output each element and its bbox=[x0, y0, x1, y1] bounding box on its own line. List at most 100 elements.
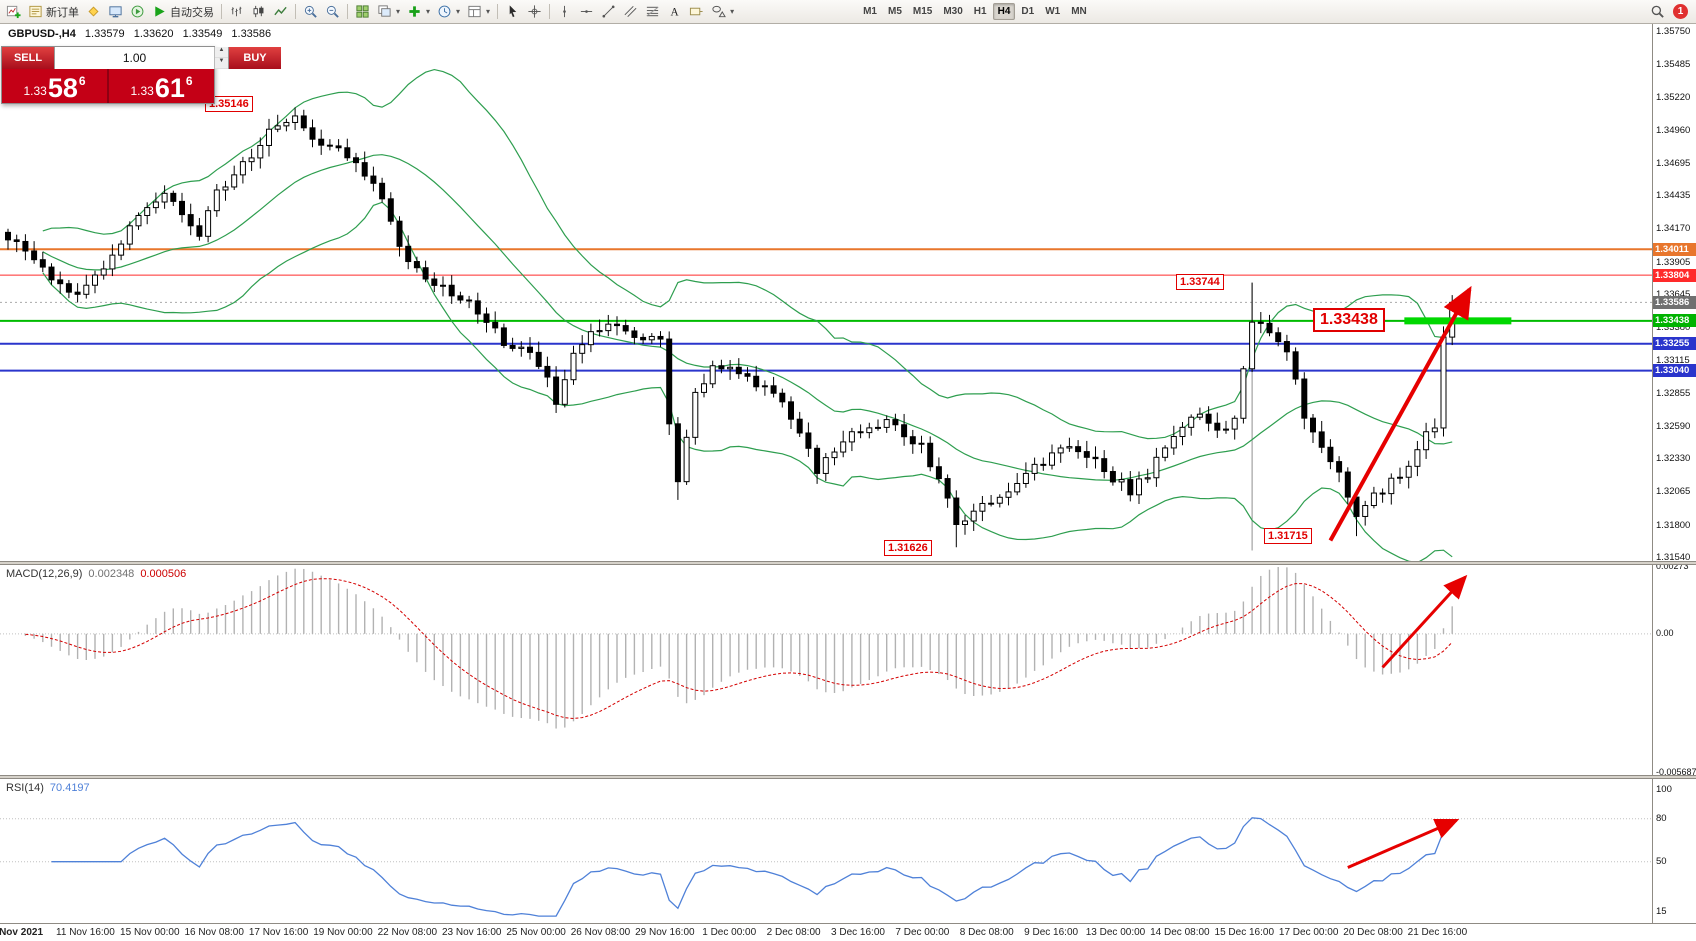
price-divider bbox=[107, 69, 109, 103]
vertical-line-button[interactable] bbox=[554, 2, 575, 22]
vline-icon bbox=[557, 4, 572, 19]
buy-price-big: 61 bbox=[154, 73, 185, 103]
time-axis[interactable]: Nov 2021 11 Nov 16:00 15 Nov 00:00 16 Nov 0… bbox=[0, 923, 1696, 941]
hline-icon bbox=[579, 4, 594, 19]
macd-scale-label: 0.00273 bbox=[1656, 561, 1689, 571]
rsi-panel[interactable] bbox=[0, 779, 1652, 923]
tester-icon bbox=[130, 4, 145, 19]
shapes-button[interactable]: ▾ bbox=[708, 2, 737, 22]
time-label: 1 Dec 00:00 bbox=[702, 927, 757, 938]
sell-button[interactable]: SELL bbox=[2, 47, 54, 69]
low-value: 1.33549 bbox=[182, 28, 223, 40]
toolbar-separator bbox=[497, 4, 499, 19]
timeframe-m15-button[interactable]: M15 bbox=[912, 6, 933, 17]
candlestick-chart-button[interactable] bbox=[248, 2, 269, 22]
timeframe-h1-button[interactable]: H1 bbox=[973, 6, 987, 17]
buy-price-pip: 6 bbox=[185, 74, 193, 88]
new-order-button[interactable]: 新订单 bbox=[25, 2, 82, 22]
metaeditor-button[interactable] bbox=[83, 2, 104, 22]
trendline-button[interactable] bbox=[598, 2, 619, 22]
chart-price-annotation[interactable]: 1.31626 bbox=[884, 540, 932, 556]
macd-label: MACD(12,26,9) 0.002348 0.000506 bbox=[6, 568, 186, 580]
price-tick: 1.32330 bbox=[1656, 453, 1691, 465]
timeframe-m1-button[interactable]: M1 bbox=[863, 6, 877, 17]
price-tick: 1.34170 bbox=[1656, 223, 1691, 235]
timeframe-mn-button[interactable]: MN bbox=[1071, 6, 1087, 17]
price-tag: 1.33438 bbox=[1653, 314, 1696, 328]
timeframe-w1-button[interactable]: W1 bbox=[1045, 6, 1061, 17]
price-scale[interactable]: 1.35750 1.35485 1.35220 1.34960 1.34695 1.344… bbox=[1652, 24, 1696, 923]
chart-price-annotation[interactable]: 1.31715 bbox=[1264, 528, 1312, 544]
buy-price[interactable]: 1.33 61 6 bbox=[109, 69, 214, 103]
text-a-icon: A bbox=[667, 4, 682, 19]
indicators-button[interactable]: ▾ bbox=[404, 2, 433, 22]
svg-text:A: A bbox=[671, 7, 680, 19]
cursor-button[interactable] bbox=[502, 2, 523, 22]
notification-badge[interactable]: 1 bbox=[1673, 4, 1688, 19]
search-icon[interactable] bbox=[1647, 2, 1668, 22]
line-chart-button[interactable] bbox=[270, 2, 291, 22]
macd-panel[interactable] bbox=[0, 565, 1652, 775]
toolbar-separator bbox=[295, 4, 296, 19]
chart-price-annotation[interactable]: 1.33744 bbox=[1176, 274, 1224, 290]
templates-button[interactable]: ▾ bbox=[464, 2, 493, 22]
price-tick: 1.31540 bbox=[1656, 552, 1691, 563]
chart-price-annotation[interactable]: 1.35146 bbox=[205, 96, 253, 112]
shapes-icon bbox=[711, 4, 726, 19]
price-tick: 1.34695 bbox=[1656, 157, 1691, 169]
time-label: 14 Dec 08:00 bbox=[1150, 927, 1210, 938]
panel-splitter[interactable] bbox=[0, 561, 1696, 565]
panel-splitter[interactable] bbox=[0, 775, 1696, 779]
price-tick: 1.32855 bbox=[1656, 387, 1691, 399]
zoom-out-button[interactable] bbox=[322, 2, 343, 22]
timeframe-m30-button[interactable]: M30 bbox=[943, 6, 963, 17]
zoom-in-icon bbox=[303, 4, 318, 19]
price-tag: 1.33586 bbox=[1653, 295, 1696, 309]
chevron-down-icon[interactable]: ▾ bbox=[730, 7, 735, 16]
timeframe-h4-button[interactable]: H4 bbox=[992, 3, 1016, 20]
arrange-icon bbox=[377, 4, 392, 19]
autotrading-button[interactable]: 自动交易 bbox=[149, 2, 217, 22]
chevron-down-icon[interactable]: ▾ bbox=[396, 7, 401, 16]
close-value: 1.33586 bbox=[231, 28, 272, 40]
price-tick: 1.32065 bbox=[1656, 486, 1691, 498]
timeframe-group: M1 M5 M15 M30 H1 H4 D1 W1 MN bbox=[858, 3, 1092, 20]
timeframe-m5-button[interactable]: M5 bbox=[887, 6, 902, 17]
chevron-down-icon[interactable]: ▾ bbox=[456, 7, 461, 16]
trend-arrow bbox=[1328, 285, 1472, 542]
symbol-period-label: GBPUSD-,H4 bbox=[8, 28, 76, 40]
rsi-line bbox=[51, 817, 1453, 917]
volume-input[interactable] bbox=[55, 47, 214, 69]
chart-price-annotation[interactable]: 1.33438 bbox=[1313, 308, 1385, 332]
chart-ohlc-header: GBPUSD-,H4 1.33579 1.33620 1.33549 1.335… bbox=[8, 28, 271, 40]
text-label-button[interactable] bbox=[686, 2, 707, 22]
crosshair-icon bbox=[527, 4, 542, 19]
market-watch-button[interactable] bbox=[105, 2, 126, 22]
main-toolbar: 新订单 自动交易 ▾ ▾ ▾ ▾ A ▾ M1 M5 M15 M30 H1 H4 D1 W1 MN 1 bbox=[0, 0, 1696, 24]
text-button[interactable]: A bbox=[664, 2, 685, 22]
zoom-in-button[interactable] bbox=[300, 2, 321, 22]
arrange-windows-button[interactable]: ▾ bbox=[374, 2, 403, 22]
chevron-down-icon[interactable]: ▾ bbox=[486, 7, 491, 16]
fibonacci-button[interactable] bbox=[642, 2, 663, 22]
buy-button[interactable]: BUY bbox=[229, 47, 281, 69]
one-click-trading-panel: SELL ▲ ▼ BUY 1.33 58 6 1.33 bbox=[1, 46, 281, 104]
crosshair-button[interactable] bbox=[524, 2, 545, 22]
volume-stepper[interactable]: ▲ ▼ bbox=[214, 47, 228, 69]
macd-name: MACD(12,26,9) bbox=[6, 568, 83, 580]
sell-price[interactable]: 1.33 58 6 bbox=[2, 69, 107, 103]
timeframe-d1-button[interactable]: D1 bbox=[1021, 6, 1035, 17]
new-chart-button[interactable] bbox=[3, 2, 24, 22]
equidistant-channel-button[interactable] bbox=[620, 2, 641, 22]
periods-button[interactable]: ▾ bbox=[434, 2, 463, 22]
chevron-down-icon[interactable]: ▾ bbox=[426, 7, 431, 16]
volume-down-icon[interactable]: ▼ bbox=[215, 58, 228, 69]
bar-chart-button[interactable] bbox=[226, 2, 247, 22]
volume-up-icon[interactable]: ▲ bbox=[215, 47, 228, 58]
indicator-plus-icon bbox=[407, 4, 422, 19]
strategy-tester-button[interactable] bbox=[127, 2, 148, 22]
horizontal-line-button[interactable] bbox=[576, 2, 597, 22]
price-tag: 1.33255 bbox=[1653, 337, 1696, 351]
rsi-value: 70.4197 bbox=[49, 782, 90, 794]
tile-windows-button[interactable] bbox=[352, 2, 373, 22]
